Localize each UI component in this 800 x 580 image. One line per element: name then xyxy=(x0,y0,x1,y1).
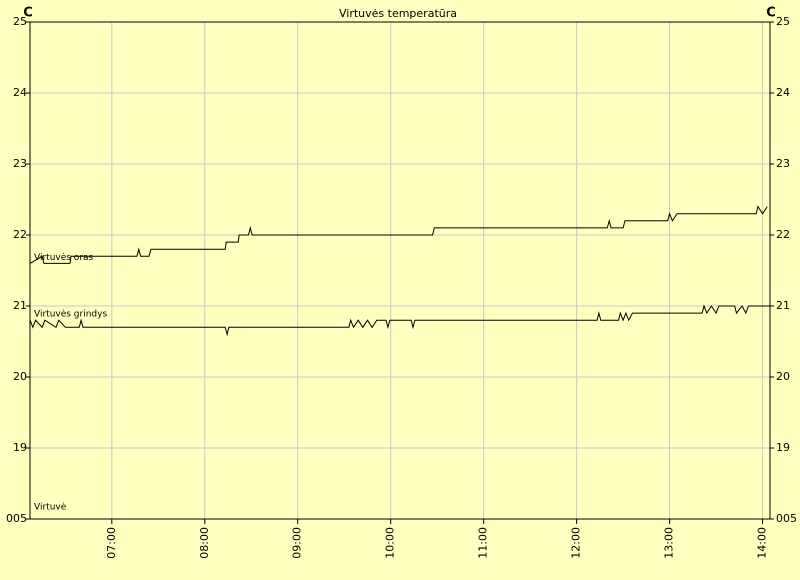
series-label: Virtuvės oras xyxy=(34,253,94,263)
chart-title: Virtuvės temperatūra xyxy=(339,7,457,20)
x-tick-label: 10:00 xyxy=(384,527,397,559)
y-tick-label: 22 xyxy=(776,228,790,241)
x-tick-label: 14:00 xyxy=(756,527,769,559)
y-tick-label: 25 xyxy=(13,15,27,28)
x-tick-label: 12:00 xyxy=(570,527,583,559)
y-tick-label: 23 xyxy=(776,157,790,170)
x-tick-label: 07:00 xyxy=(105,527,118,559)
y-tick-label: 21 xyxy=(776,299,790,312)
y-tick-label: 005 xyxy=(6,512,27,525)
y-tick-label: 24 xyxy=(776,86,790,99)
series-line xyxy=(29,304,770,337)
x-tick-label: 13:00 xyxy=(663,527,676,559)
y-tick-label: 25 xyxy=(776,15,790,28)
series-line xyxy=(29,205,768,264)
y-tick-label: 22 xyxy=(13,228,27,241)
y-tick-label: 24 xyxy=(13,86,27,99)
y-tick-label: 20 xyxy=(13,370,27,383)
y-tick-label: 19 xyxy=(776,441,790,454)
y-tick-label: 21 xyxy=(13,299,27,312)
x-tick-label: 09:00 xyxy=(291,527,304,559)
y-unit-left: C xyxy=(23,6,33,21)
y-tick-label: 005 xyxy=(776,512,797,525)
annotation: Virtuvė xyxy=(34,503,67,513)
x-tick-label: 11:00 xyxy=(477,527,490,559)
y-tick-label: 19 xyxy=(13,441,27,454)
series-label: Virtuvės grindys xyxy=(34,310,107,320)
plot-border xyxy=(29,21,771,520)
y-tick-label: 20 xyxy=(776,370,790,383)
y-tick-label: 23 xyxy=(13,157,27,170)
x-tick-label: 08:00 xyxy=(198,527,211,559)
y-unit-right: C xyxy=(766,6,776,21)
